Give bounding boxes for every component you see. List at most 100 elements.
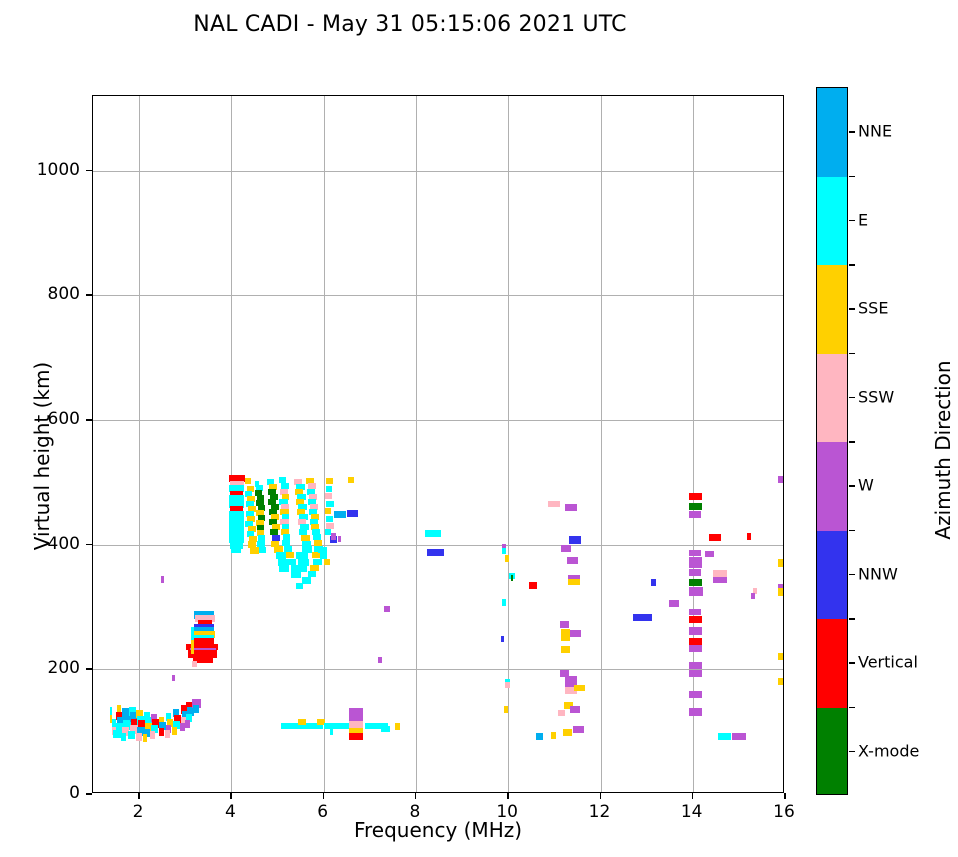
echo-mark	[777, 678, 783, 686]
echo-mark	[228, 528, 245, 537]
echo-mark	[310, 523, 319, 530]
echo-mark	[564, 687, 577, 694]
colorbar-label-w: W	[858, 475, 874, 495]
echo-mark	[347, 476, 355, 483]
gridline-horizontal	[93, 544, 783, 546]
echo-mark	[165, 712, 172, 721]
echo-mark	[267, 479, 274, 486]
echo-mark	[268, 499, 276, 506]
echo-mark	[312, 534, 321, 541]
echo-mark	[427, 548, 444, 556]
gridline-vertical	[231, 96, 233, 792]
echo-mark	[308, 508, 318, 515]
echo-mark	[503, 705, 509, 713]
echo-mark	[258, 534, 265, 541]
echo-mark	[501, 543, 507, 551]
echo-mark	[311, 528, 320, 535]
echo-mark	[348, 707, 364, 716]
colorbar-tick	[849, 396, 855, 399]
echo-mark	[248, 535, 258, 542]
echo-mark	[245, 520, 253, 527]
colorbar-tick	[849, 485, 855, 487]
echo-mark	[231, 546, 242, 554]
echo-mark	[750, 592, 755, 599]
colorbar-tick	[849, 131, 855, 133]
echo-mark	[273, 546, 283, 554]
echo-mark	[111, 719, 117, 730]
gridline-horizontal	[93, 669, 783, 671]
echo-mark	[271, 540, 280, 547]
colorbar-boundary-tick	[849, 706, 855, 708]
y-tick-mark	[86, 294, 92, 296]
echo-mark	[247, 495, 256, 502]
echo-mark	[122, 713, 131, 724]
echo-mark	[158, 727, 164, 736]
echo-mark	[529, 582, 537, 590]
colorbar-boundary-tick	[849, 618, 855, 620]
echo-mark	[562, 729, 572, 737]
echo-mark	[317, 719, 325, 726]
echo-mark	[689, 669, 702, 677]
echo-mark	[281, 723, 323, 730]
colorbar-label-x-mode: X-mode	[858, 741, 920, 761]
echo-mark	[117, 729, 123, 738]
echo-mark	[228, 534, 245, 543]
echo-mark	[365, 723, 389, 730]
echo-mark	[122, 720, 133, 731]
echo-mark	[326, 478, 333, 485]
echo-mark	[296, 494, 307, 501]
echo-mark	[280, 488, 288, 495]
echo-mark	[296, 484, 306, 491]
echo-mark	[296, 582, 304, 589]
x-tick-label: 14	[680, 802, 703, 822]
echo-mark	[173, 709, 179, 717]
colorbar-boundary-tick	[849, 175, 855, 177]
x-tick-label: 2	[132, 802, 144, 822]
echo-mark	[191, 631, 215, 638]
echo-mark	[297, 519, 307, 526]
echo-mark	[255, 490, 262, 496]
echo-mark	[651, 579, 656, 587]
x-tick-mark	[230, 793, 232, 799]
echo-mark	[320, 552, 328, 559]
echo-mark	[270, 494, 279, 501]
echo-mark	[325, 485, 332, 492]
echo-mark	[138, 720, 150, 731]
echo-mark	[228, 495, 245, 503]
echo-mark	[309, 564, 319, 571]
colorbar-boundary-tick	[849, 264, 855, 266]
echo-mark	[547, 501, 560, 508]
echo-mark	[228, 485, 245, 493]
echo-mark	[752, 587, 758, 594]
echo-mark	[505, 681, 510, 688]
echo-mark	[150, 730, 155, 739]
echo-mark	[689, 661, 702, 669]
echo-mark	[689, 637, 702, 645]
echo-mark	[186, 714, 192, 722]
echo-mark	[165, 729, 170, 738]
y-tick-label: 200	[47, 658, 80, 679]
colorbar-tick	[849, 662, 855, 664]
echo-mark	[194, 615, 216, 623]
echo-mark	[689, 510, 701, 518]
echo-mark	[291, 571, 302, 579]
echo-mark	[689, 561, 702, 568]
echo-mark	[301, 577, 311, 585]
echo-mark	[282, 493, 290, 500]
echo-mark	[165, 724, 172, 733]
echo-mark	[116, 711, 122, 720]
echo-mark	[689, 616, 702, 623]
echo-mark	[689, 626, 702, 635]
colorbar-boundary-tick	[849, 529, 855, 531]
gridline-vertical	[600, 96, 602, 792]
echo-mark	[129, 712, 140, 723]
echo-mark	[161, 576, 164, 584]
echo-mark	[501, 547, 507, 554]
echo-mark	[294, 479, 303, 486]
echo-mark	[560, 628, 570, 636]
echo-mark	[270, 529, 278, 536]
colorbar-label-ssw: SSW	[858, 387, 895, 407]
echo-mark	[569, 535, 582, 544]
echo-mark	[269, 519, 277, 526]
